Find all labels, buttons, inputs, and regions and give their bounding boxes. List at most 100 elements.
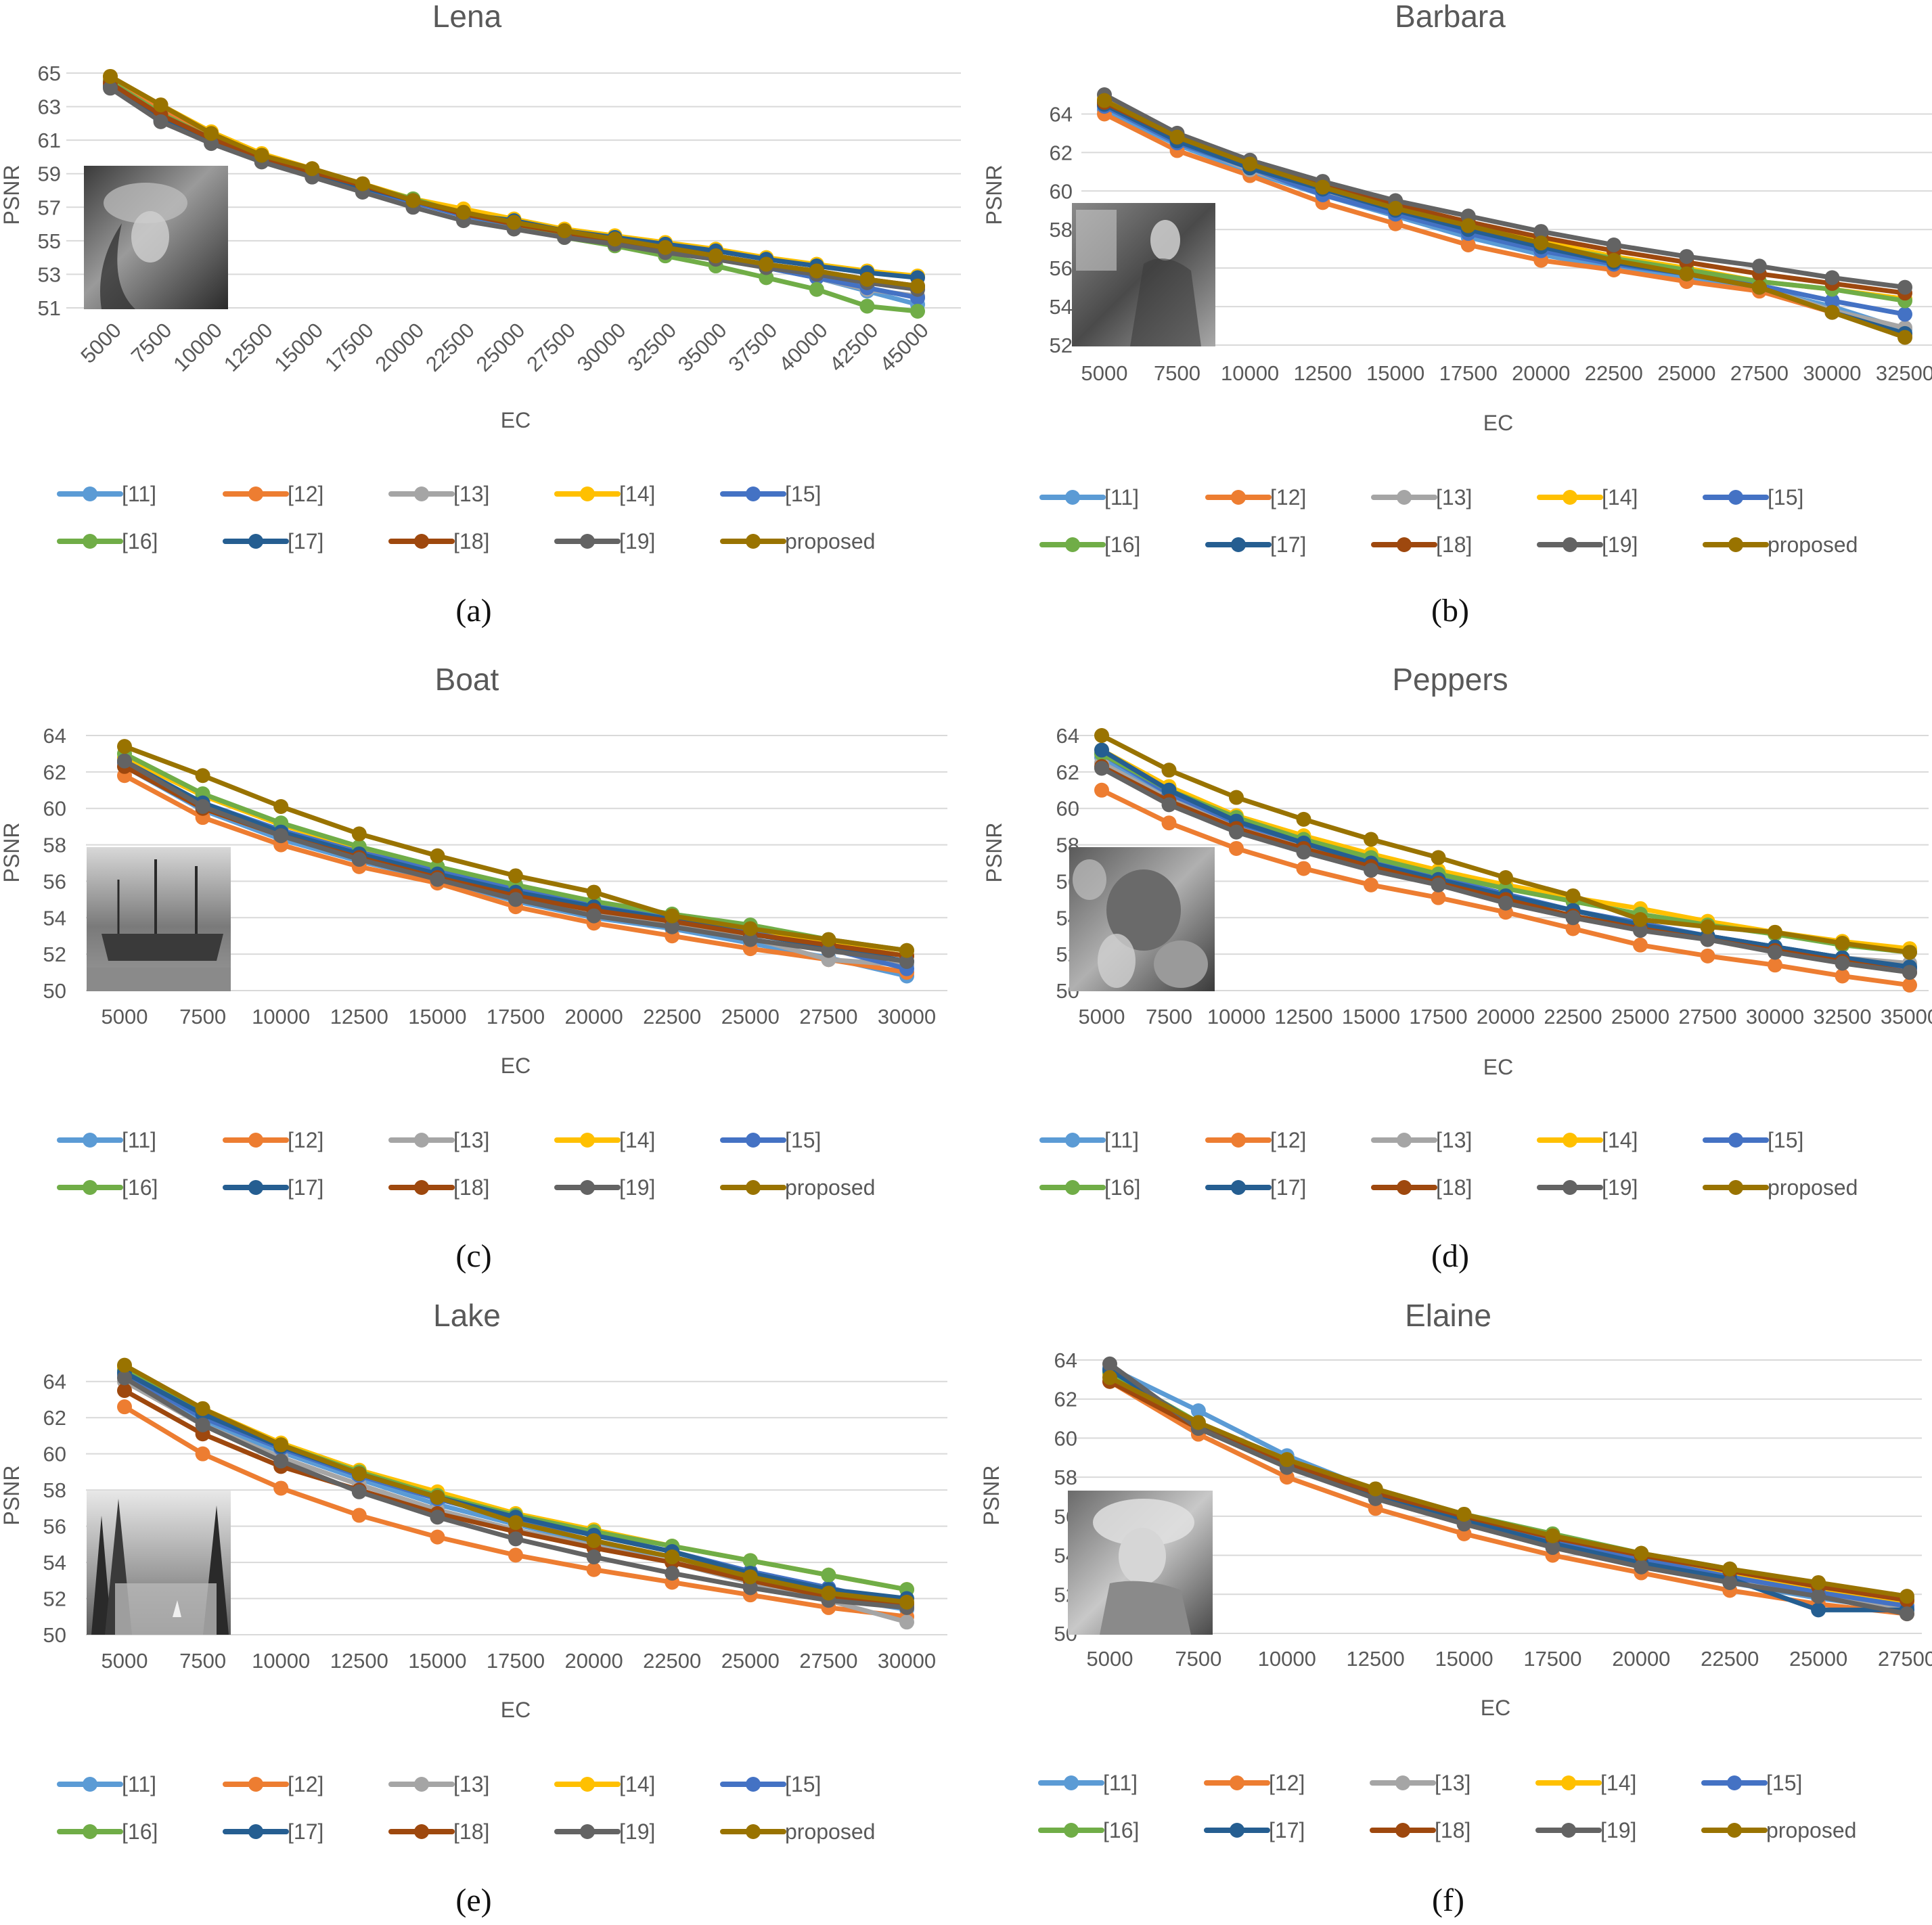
- data-point: [195, 1401, 210, 1416]
- data-point: [1102, 1356, 1117, 1372]
- x-tick-label: 7500: [1154, 361, 1200, 385]
- legend-swatch-marker: [1397, 1180, 1412, 1195]
- legend-item: proposed: [720, 1819, 875, 1844]
- legend-swatch-marker: [248, 1777, 263, 1792]
- data-point: [665, 919, 680, 934]
- panel-label: (a): [455, 593, 491, 629]
- x-tick-label: 5000: [102, 1005, 148, 1028]
- y-axis-label: PSNR: [0, 165, 24, 225]
- data-point: [1768, 924, 1782, 940]
- legend-swatch-marker: [414, 1824, 429, 1839]
- data-point: [1094, 742, 1109, 758]
- data-point: [117, 1357, 132, 1373]
- legend: [11] [12] [13] [14] [15] [16] [17] [18] [19] prop…: [57, 1128, 875, 1200]
- x-tick-label: 17500: [1439, 361, 1498, 385]
- data-point: [273, 828, 289, 844]
- data-point: [1364, 877, 1378, 892]
- data-point: [586, 1562, 602, 1577]
- x-tick-label: 17500: [320, 318, 378, 376]
- x-tick-label: 30000: [1803, 361, 1861, 385]
- data-point: [1498, 895, 1513, 911]
- data-point: [1229, 840, 1244, 856]
- data-point: [1811, 1602, 1826, 1618]
- legend-swatch-marker: [1395, 1775, 1410, 1790]
- legend-item: [19]: [554, 1819, 655, 1844]
- x-tick-label: 17500: [1523, 1647, 1581, 1671]
- y-tick-label: 52: [43, 943, 66, 966]
- legend-item: [16]: [1039, 1175, 1140, 1200]
- x-tick-label: 12500: [1274, 1005, 1332, 1028]
- y-tick-label: 52: [43, 1587, 66, 1611]
- y-tick-label: 55: [38, 229, 61, 253]
- legend-swatch-marker: [1231, 1133, 1246, 1148]
- legend-item: [12]: [223, 1128, 323, 1152]
- data-point: [273, 1480, 289, 1496]
- legend-label: [11]: [122, 1128, 156, 1152]
- data-point: [1364, 863, 1378, 878]
- legend-item: [19]: [554, 529, 655, 553]
- series-line: [1102, 92, 1908, 290]
- data-point: [273, 799, 289, 815]
- series-line: [1102, 98, 1908, 340]
- data-point: [859, 271, 875, 287]
- x-tick-label: 5000: [76, 318, 126, 368]
- legend-label: proposed: [1768, 533, 1858, 557]
- legend-label: proposed: [785, 529, 875, 553]
- legend-item: [18]: [388, 1175, 489, 1200]
- legend-swatch-marker: [83, 534, 97, 549]
- chart-boat: 50 52 54 56 58 60 62 64 Boat PSNR EC (c) 5000 75…: [0, 662, 947, 1274]
- data-point: [273, 1453, 289, 1469]
- series-group: [103, 68, 925, 319]
- x-tick-label: 15000: [269, 318, 328, 376]
- series-line: [122, 744, 909, 953]
- x-tick-label: 10000: [169, 318, 227, 376]
- x-tick-label: 12500: [330, 1005, 388, 1028]
- x-tick-label: 15000: [1342, 1005, 1400, 1028]
- legend-swatch-marker: [746, 1824, 761, 1839]
- data-point: [910, 303, 925, 319]
- chart-title: Barbara: [1395, 0, 1506, 34]
- series-line: [1107, 1371, 1910, 1610]
- data-point: [508, 1515, 523, 1531]
- data-point: [1161, 782, 1177, 798]
- legend-swatch-marker: [83, 1133, 97, 1148]
- legend-swatch-marker: [580, 1777, 595, 1792]
- legend-swatch-marker: [83, 486, 97, 501]
- x-tick-label: 7500: [127, 318, 177, 368]
- x-tick-label: 15000: [408, 1005, 466, 1028]
- data-point: [1229, 790, 1244, 805]
- data-point: [254, 148, 269, 163]
- legend-item: [17]: [1204, 1818, 1305, 1842]
- legend-swatch-marker: [746, 534, 761, 549]
- data-point: [1296, 811, 1311, 827]
- legend-label: [19]: [619, 1175, 655, 1200]
- legend-label: [15]: [1768, 485, 1803, 509]
- y-tick-label: 60: [1050, 179, 1073, 203]
- legend-swatch-marker: [1728, 490, 1743, 505]
- data-point: [153, 114, 169, 129]
- data-point: [742, 921, 758, 936]
- data-point: [1897, 279, 1912, 295]
- data-point: [195, 1446, 210, 1462]
- data-point: [430, 871, 445, 887]
- y-axis-label: PSNR: [982, 165, 1006, 225]
- legend-item: [14]: [554, 482, 655, 506]
- legend-label: [15]: [1768, 1128, 1803, 1152]
- series-line: [108, 77, 920, 290]
- data-point: [910, 278, 925, 294]
- legend-swatch-marker: [414, 1777, 429, 1792]
- y-tick-label: 60: [43, 797, 66, 821]
- legend-label: [15]: [785, 1128, 821, 1152]
- data-point: [665, 908, 680, 924]
- chart-title: Lake: [433, 1298, 501, 1333]
- legend-swatch-marker: [580, 1133, 595, 1148]
- x-tick-label: 17500: [487, 1649, 545, 1673]
- legend-item: [17]: [223, 1819, 323, 1844]
- data-point: [117, 753, 132, 769]
- legend-swatch-marker: [1231, 490, 1246, 505]
- series-line: [1099, 751, 1912, 955]
- legend-label: [17]: [1270, 533, 1306, 557]
- legend-label: [14]: [619, 482, 655, 506]
- x-tick-label: 15000: [1435, 1647, 1493, 1671]
- data-point: [1565, 888, 1581, 903]
